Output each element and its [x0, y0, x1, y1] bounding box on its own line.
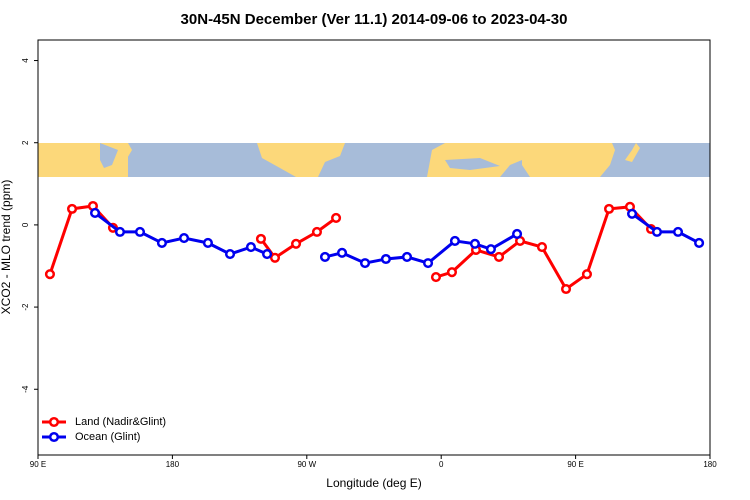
- land-japan-2: [625, 143, 640, 162]
- point: [581, 269, 592, 280]
- point: [311, 226, 323, 237]
- point: [449, 235, 460, 246]
- x-tick-label: 180: [703, 460, 717, 469]
- map-band: [38, 143, 710, 177]
- y-tick-label: 2: [21, 140, 30, 145]
- point: [651, 226, 663, 237]
- sea: [100, 143, 118, 168]
- x-tick-label: 180: [166, 460, 180, 469]
- point: [290, 238, 302, 249]
- sea-mediterranean: [445, 158, 500, 170]
- land-asia: [38, 143, 128, 177]
- point: [560, 283, 572, 295]
- point: [423, 258, 434, 269]
- land-japan: [122, 143, 132, 160]
- point: [178, 232, 190, 244]
- x-tick-label: 90 E: [30, 460, 46, 469]
- point: [331, 212, 342, 223]
- point: [156, 237, 167, 249]
- plot-frame: [37, 39, 711, 456]
- point: [224, 249, 236, 260]
- point: [336, 247, 348, 258]
- x-tick-label: 90 E: [567, 460, 583, 469]
- point: [89, 207, 101, 219]
- point: [446, 267, 458, 278]
- y-tick-label: 4: [21, 58, 30, 63]
- point: [512, 228, 523, 239]
- point: [485, 244, 496, 255]
- chart-title: 30N-45N December (Ver 11.1) 2014-09-06 t…: [181, 11, 568, 28]
- point: [380, 253, 391, 265]
- point: [202, 237, 213, 249]
- point: [245, 242, 256, 253]
- legend-label: Land (Nadir&Glint): [75, 416, 166, 428]
- point: [66, 203, 78, 214]
- point: [255, 233, 267, 244]
- point: [536, 242, 548, 253]
- x-tick-label: 90 W: [297, 460, 316, 469]
- x-axis-label: Longitude (deg E): [326, 476, 421, 490]
- legend-marker: [48, 416, 60, 428]
- point: [134, 226, 146, 237]
- y-axis-label: XCO2 - MLO trend (ppm): [0, 180, 13, 315]
- point: [626, 208, 638, 219]
- land-asia-2: [522, 143, 615, 177]
- y-tick-label: -4: [21, 385, 30, 393]
- y-tick-label: -2: [21, 303, 30, 311]
- legend-label: Ocean (Glint): [75, 431, 140, 443]
- legend-marker: [48, 431, 60, 443]
- point: [672, 226, 684, 237]
- point: [694, 237, 705, 249]
- point: [493, 251, 505, 263]
- point: [44, 269, 55, 280]
- land-america: [257, 143, 345, 177]
- point: [359, 258, 371, 269]
- point: [262, 249, 273, 260]
- point: [469, 238, 480, 249]
- x-tick-label: 0: [439, 460, 444, 469]
- point: [269, 252, 281, 263]
- point: [319, 251, 331, 263]
- y-tick-label: 0: [21, 222, 30, 227]
- point: [430, 272, 442, 283]
- point: [401, 251, 413, 263]
- series-line: [48, 204, 653, 292]
- point: [604, 203, 615, 214]
- point: [114, 226, 126, 237]
